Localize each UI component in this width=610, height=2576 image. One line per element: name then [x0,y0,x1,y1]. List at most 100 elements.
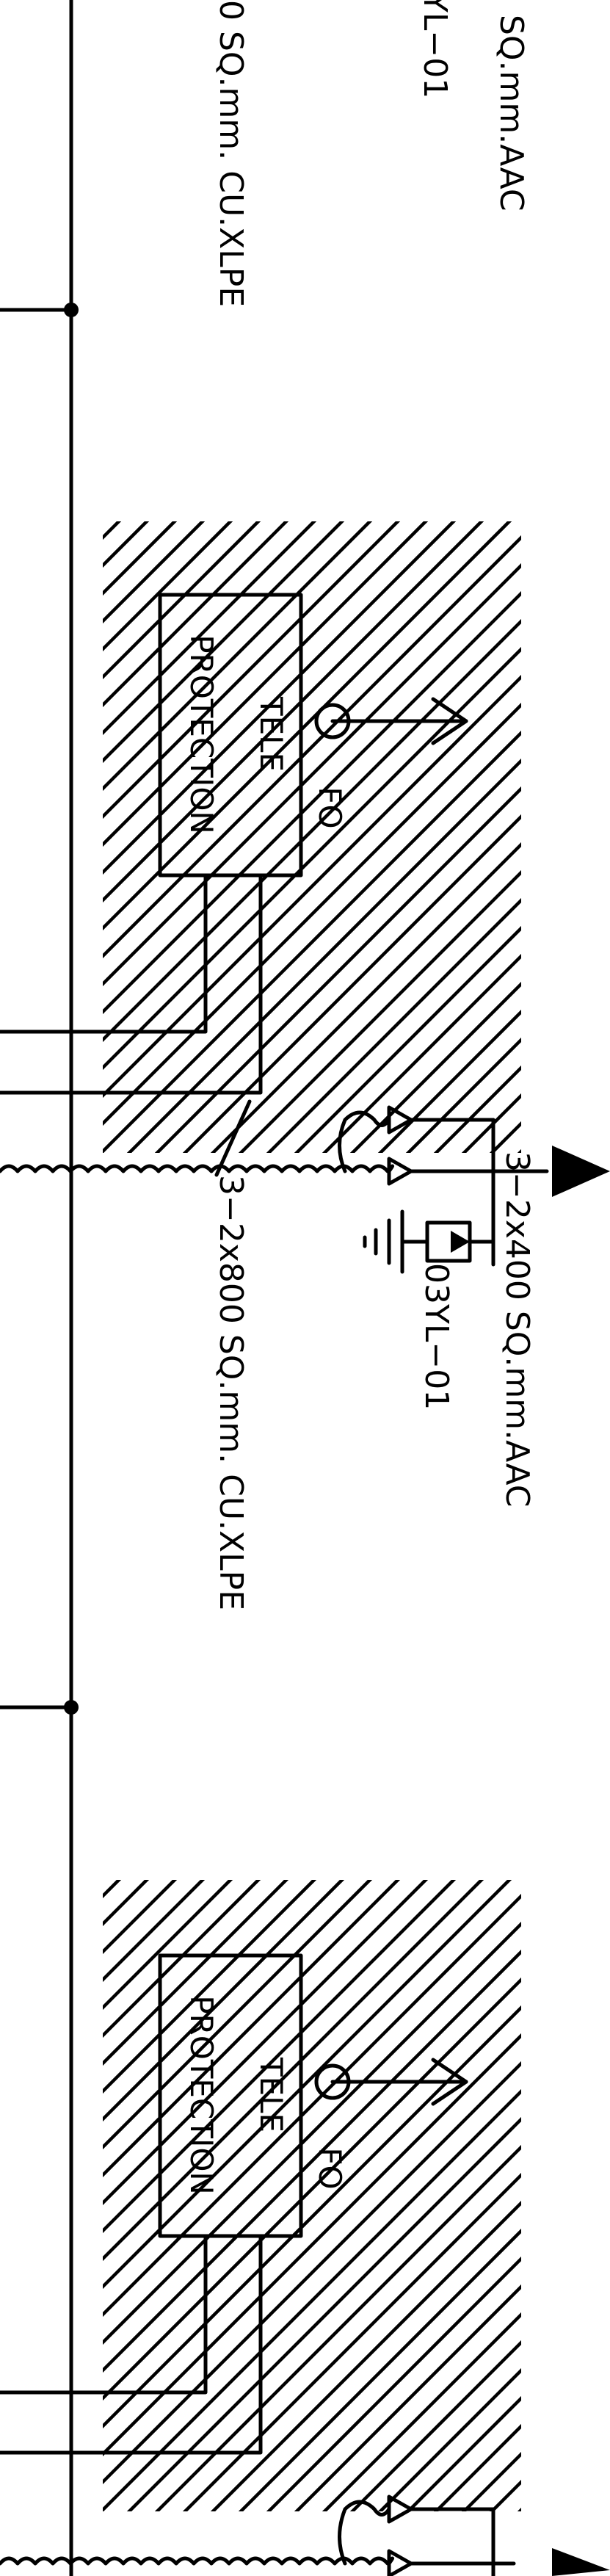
hatch-line [103,1977,521,2401]
hatch-line [103,674,521,1099]
mid-aac-label: 3−2x400 SQ.mm.AAC [498,1151,536,1508]
hatch-line [103,1880,317,2094]
hatch-line [0,514,15,1160]
hatch-line [103,521,429,847]
cable-section-bottom [0,2494,610,2576]
tele-lead-b-2 [0,2234,263,2455]
ohl-arrow [552,1146,610,1197]
hatch-line [405,2395,521,2511]
hatch-line [103,1949,521,2373]
termination-wave-upper [338,1110,391,1173]
hatch-line [103,2033,521,2457]
hatch-line [103,1880,429,2206]
hatch-line [377,1009,521,1153]
hatch-line [103,521,373,792]
hatch-line [405,1037,521,1153]
hatch-line [0,514,70,1160]
hatch-line [210,842,521,1153]
hatch-line [103,535,521,959]
hatch-line [517,1148,521,1153]
hatch-line [103,1880,345,2122]
hatched-area-1 [0,514,521,1160]
termination-upper [387,1105,413,1135]
protection-label-1: PROTECTION [184,634,219,834]
hatch-line [103,521,178,596]
hatch-line [103,1880,512,2290]
hatch-line [103,1880,401,2178]
hatch-line [103,1921,521,2345]
hatch-line [433,2423,521,2511]
cable-wavy-line [0,1164,394,1173]
hatch-line [103,1880,373,2150]
hatch-line [103,521,317,736]
tele-label-1: TELE [253,696,289,772]
top-yl-label: YL−01 [416,0,454,98]
hatch-line [0,514,43,1160]
hatch-line [154,2144,521,2511]
hatch-line [126,758,521,1153]
hatch-line [517,2507,521,2511]
mid-yl-label: 03YL−01 [418,1263,455,1410]
hatch-line [103,1880,261,2038]
hatch-line [103,521,401,820]
hatch-line [461,1093,521,1153]
hatch-line [103,521,345,764]
hatched-area-2 [0,1873,521,2519]
top-cable-label: 0 SQ.mm. CU.XLPE [212,0,250,307]
hatch-line [103,521,457,875]
hatch-line [294,925,521,1153]
hatch-line [103,521,484,903]
termination-bottom-2 [387,2549,413,2576]
ohl-arrow-bottom [552,2548,610,2576]
busbar-junction-top [0,303,79,317]
hatch-line [103,730,521,1153]
hatch-line [154,786,521,1153]
hatch-line [103,562,521,987]
hatch-line [238,869,521,1153]
hatch-line [0,1873,70,2519]
termination-lower [387,1157,413,1186]
hatch-line [0,1873,43,2519]
hatch-line [103,1880,457,2234]
hatch-line [103,1893,521,2318]
hatch-line [103,1880,289,2066]
termination-bottom [387,2494,413,2524]
hatch-line [0,1873,15,2519]
hatch-line [103,521,512,931]
termination-wave-bottom [338,2500,391,2566]
hatch-line [103,521,150,568]
hatch-line [294,2284,521,2511]
hatch-line [182,2172,521,2511]
hatch-line [377,2367,521,2511]
cable-wavy-line-bottom [0,2556,394,2566]
hatch-line [433,1065,521,1153]
hatch-line [103,521,233,652]
hatch-line [461,2451,521,2511]
tele-protection-block-1: TELE PROTECTION FO [0,593,468,1095]
hatch-line [322,2312,521,2511]
hatch-line [349,981,521,1153]
mid-cable-label: 3−2x800 SQ.mm. CU.XLPE [212,1175,250,1610]
tele-protection-block-2: TELE PROTECTION FO [0,1953,468,2455]
hatch-line [238,2228,521,2511]
hatch-line [103,1880,150,1927]
tele-lead-b-1 [0,873,263,1095]
surge-arrester [400,1220,495,1263]
tele-lead-a-1 [0,873,208,1034]
hatch-line [322,953,521,1153]
hatch-line [103,1880,178,1955]
hatch-line [0,514,98,1160]
hatch-line [103,702,521,1126]
hatch-line [103,521,289,708]
hatch-line [182,814,521,1153]
tele-label-2: TELE [253,2057,289,2132]
hatch-line [103,2061,521,2485]
fo-arrow-1 [431,697,468,745]
hatch-line [0,1873,98,2519]
fo-arrow-2 [431,2058,468,2106]
hatch-line [266,897,521,1153]
protection-label-2: PROTECTION [184,1995,219,2195]
fo-label-2: FO [312,2147,348,2189]
hatch-line [103,646,521,1071]
